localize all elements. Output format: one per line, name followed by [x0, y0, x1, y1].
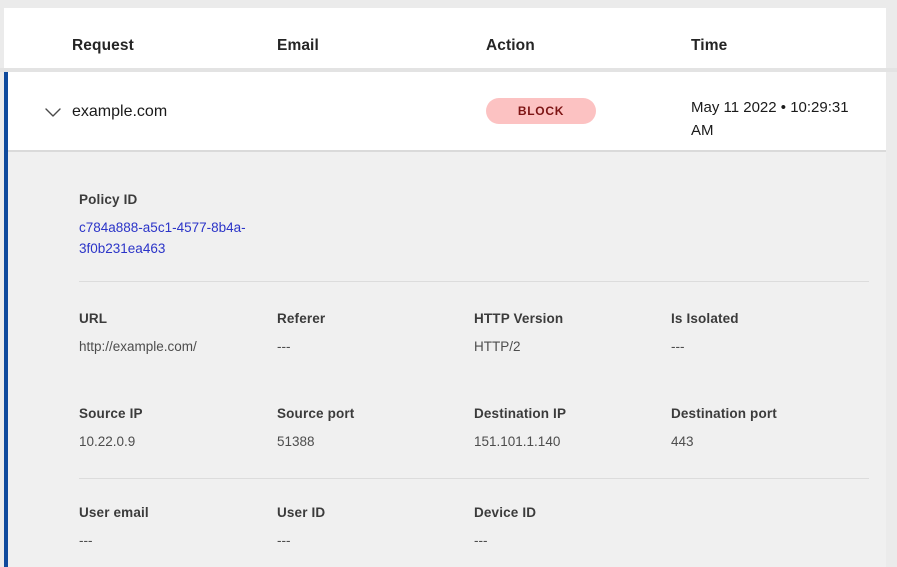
detail-label-is-isolated: Is Isolated	[671, 311, 739, 326]
detail-field-url: URL http://example.com/	[79, 311, 275, 357]
status-badge-block: BLOCK	[486, 98, 596, 124]
detail-divider-1	[79, 281, 869, 282]
detail-field-source-ip: Source IP 10.22.0.9	[79, 406, 275, 452]
column-header-email[interactable]: Email	[277, 37, 319, 54]
column-header-time[interactable]: Time	[691, 37, 728, 54]
detail-value-url: http://example.com/	[79, 339, 197, 354]
entry-detail-panel: Policy ID c784a888-a5c1-4577-8b4a-3f0b23…	[4, 152, 886, 567]
detail-value-http-version: HTTP/2	[474, 339, 521, 354]
detail-value-device-id: ---	[474, 533, 488, 548]
detail-field-is-isolated: Is Isolated ---	[671, 311, 867, 357]
detail-label-device-id: Device ID	[474, 505, 537, 520]
detail-field-policy-id: Policy ID c784a888-a5c1-4577-8b4a-3f0b23…	[79, 192, 279, 259]
detail-label-source-port: Source port	[277, 406, 355, 421]
table-header-card: Request Email Action Time	[4, 8, 886, 68]
detail-value-destination-port: 443	[671, 434, 694, 449]
detail-value-user-email: ---	[79, 533, 93, 548]
column-header-action[interactable]: Action	[486, 37, 535, 54]
entry-request-host: example.com	[72, 103, 168, 120]
detail-field-user-email: User email ---	[79, 505, 275, 551]
detail-label-user-email: User email	[79, 505, 149, 520]
detail-divider-2	[79, 478, 869, 479]
detail-label-destination-ip: Destination IP	[474, 406, 567, 421]
detail-field-destination-ip: Destination IP 151.101.1.140	[474, 406, 670, 452]
detail-field-http-version: HTTP Version HTTP/2	[474, 311, 670, 357]
detail-label-destination-port: Destination port	[671, 406, 777, 421]
detail-value-policy-id[interactable]: c784a888-a5c1-4577-8b4a-3f0b231ea463	[79, 220, 246, 256]
chevron-down-icon[interactable]	[42, 101, 64, 123]
entry-bottom-divider	[4, 150, 886, 152]
detail-label-url: URL	[79, 311, 108, 326]
detail-label-user-id: User ID	[277, 505, 326, 520]
detail-value-user-id: ---	[277, 533, 291, 548]
log-entry-row[interactable]: example.com BLOCK May 11 2022 • 10:29:31…	[4, 72, 886, 150]
detail-field-device-id: Device ID ---	[474, 505, 670, 551]
detail-field-user-id: User ID ---	[277, 505, 473, 551]
detail-label-policy-id: Policy ID	[79, 192, 138, 207]
detail-value-referer: ---	[277, 339, 291, 354]
entry-timestamp: May 11 2022 • 10:29:31 AM	[691, 99, 849, 139]
detail-label-http-version: HTTP Version	[474, 311, 564, 326]
detail-value-source-port: 51388	[277, 434, 315, 449]
detail-value-source-ip: 10.22.0.9	[79, 434, 136, 449]
table-header-row: Request Email Action Time	[4, 8, 886, 68]
detail-value-is-isolated: ---	[671, 339, 685, 354]
detail-field-destination-port: Destination port 443	[671, 406, 867, 452]
column-header-request[interactable]: Request	[72, 37, 134, 54]
header-separator	[0, 68, 897, 72]
detail-label-source-ip: Source IP	[79, 406, 143, 421]
detail-value-destination-ip: 151.101.1.140	[474, 434, 561, 449]
detail-field-source-port: Source port 51388	[277, 406, 473, 452]
detail-label-referer: Referer	[277, 311, 326, 326]
detail-field-referer: Referer ---	[277, 311, 473, 357]
selected-entry-accent-bar	[4, 72, 8, 567]
